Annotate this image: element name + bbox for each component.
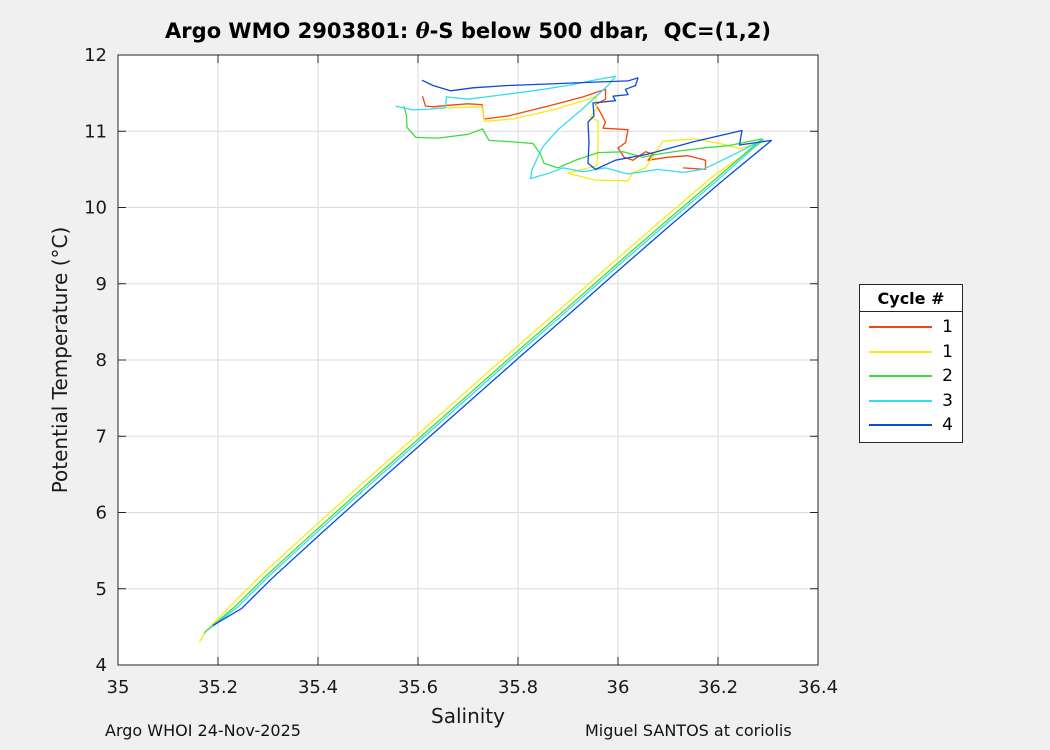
x-tick-label: 35.2	[198, 677, 238, 698]
legend-line-sample	[869, 350, 932, 353]
chart-title-prefix: Argo WMO 2903801:	[165, 19, 416, 43]
x-tick-label: 36.4	[798, 677, 838, 698]
series-cycle-1-line-1	[421, 88, 707, 171]
y-tick-label: 9	[96, 274, 107, 295]
x-axis-label: Salinity	[431, 704, 505, 728]
legend-entry-label: 2	[942, 366, 953, 387]
y-tick-label: 7	[96, 426, 107, 447]
y-axis-label: Potential Temperature (°C)	[48, 226, 72, 494]
theta-symbol: θ	[415, 18, 430, 43]
legend-line-sample	[869, 399, 932, 402]
legend-entry-cycle-1: 1	[860, 340, 962, 365]
legend-entry-cycle-1: 1	[860, 315, 962, 340]
x-tick-label: 35.6	[398, 677, 438, 698]
y-tick-label: 8	[96, 350, 107, 371]
y-tick-label: 5	[96, 579, 107, 600]
y-tick-label: 10	[84, 198, 107, 219]
legend-line-sample	[869, 424, 932, 426]
legend-box: Cycle # 1 1 2 3 4	[859, 284, 963, 443]
footer-credit-left: Argo WHOI 24-Nov-2025	[105, 721, 301, 740]
x-tick-label: 35.8	[498, 677, 538, 698]
y-tick-label: 12	[84, 45, 107, 66]
y-tick-label: 6	[96, 503, 107, 524]
legend-entry-cycle-3: 3	[860, 389, 962, 414]
footer-credit-right: Miguel SANTOS at coriolis	[585, 721, 792, 740]
legend-entry-label: 1	[942, 341, 953, 362]
legend-entry-label: 3	[942, 390, 953, 411]
x-tick-label: 36.2	[698, 677, 738, 698]
legend-entry-label: 1	[942, 317, 953, 338]
legend-entry-cycle-4: 4	[860, 413, 962, 438]
chart-title-suffix: -S below 500 dbar, QC=(1,2)	[429, 19, 771, 43]
series-cycle-3-line-4	[206, 75, 764, 632]
legend-title: Cycle #	[860, 285, 962, 312]
series-cycle-2-line-3	[203, 105, 763, 634]
y-tick-label: 11	[84, 121, 107, 142]
y-tick-label: 4	[96, 655, 107, 676]
legend-entry-cycle-2: 2	[860, 364, 962, 389]
x-tick-label: 35	[107, 677, 130, 698]
legend-items: 1 1 2 3 4	[860, 312, 962, 442]
legend-line-sample	[869, 326, 932, 328]
chart-title: Argo WMO 2903801: θ-S below 500 dbar, QC…	[118, 18, 818, 43]
legend-line-sample	[869, 375, 932, 377]
legend-entry-label: 4	[942, 415, 953, 436]
x-tick-label: 35.4	[298, 677, 338, 698]
series-cycle-4-line-5	[212, 77, 773, 626]
x-tick-label: 36	[607, 677, 630, 698]
